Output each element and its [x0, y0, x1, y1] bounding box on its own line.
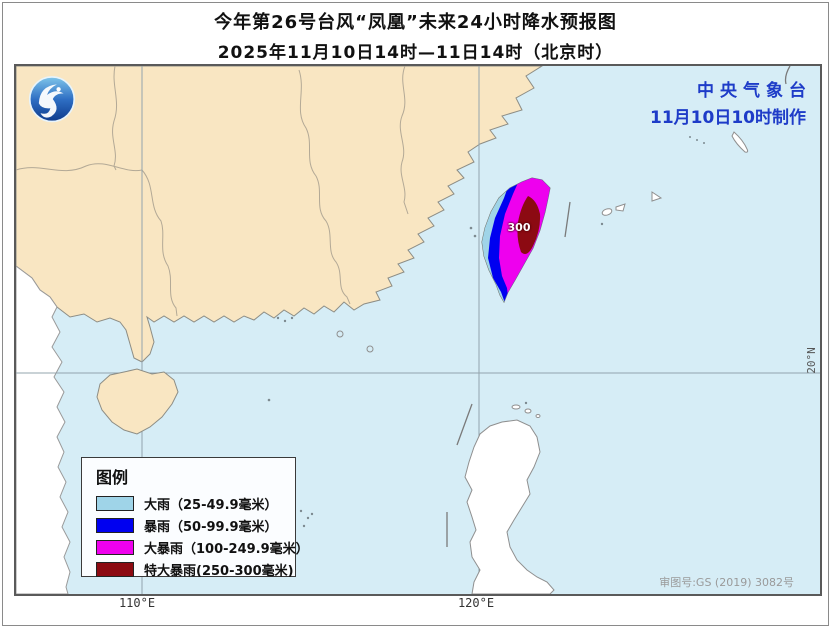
- legend-row-rainstorm: 暴雨（50-99.9毫米）: [96, 514, 295, 536]
- legend-swatch-rainstorm: [96, 517, 134, 533]
- issue-time: 11月10日10时制作: [650, 108, 806, 128]
- legend-swatch-heavy-rain: [96, 495, 134, 511]
- longitude-label-110e: 110°E: [118, 596, 156, 610]
- map-approval-number: 审图号:GS (2019) 3082号: [659, 576, 794, 589]
- boundary-dash-segments: [446, 66, 791, 547]
- peak-rainfall-label: 300: [507, 221, 531, 234]
- legend-row-extreme-rainstorm: 特大暴雨(250-300毫米): [96, 558, 295, 580]
- hainan-island: [96, 368, 179, 435]
- legend-label-extreme-rainstorm: 特大暴雨(250-300毫米): [144, 563, 294, 579]
- legend-row-heavy-rainstorm: 大暴雨（100-249.9毫米）: [96, 536, 309, 558]
- page-title: 今年第26号台风“凤凰”未来24小时降水预报图: [214, 12, 617, 33]
- longitude-label-120e: 120°E: [457, 596, 495, 610]
- latitude-label-20n: 20°N: [804, 347, 818, 374]
- credit-block: 中央气象台 11月10日10时制作: [650, 76, 806, 128]
- legend-label-rainstorm: 暴雨（50-99.9毫米）: [144, 519, 278, 535]
- mainland-china-landmass: [16, 66, 543, 363]
- cma-dragon-logo-icon: [28, 76, 76, 123]
- legend-label-heavy-rainstorm: 大暴雨（100-249.9毫米）: [144, 541, 309, 557]
- province-borders: [16, 66, 409, 317]
- map-canvas: 中央气象台 11月10日10时制作 300 20°N 审图号:GS (2019)…: [14, 64, 822, 596]
- legend-box: 图例 大雨（25-49.9毫米） 暴雨（50-99.9毫米） 大暴雨（100-2…: [81, 457, 309, 580]
- title-block: 今年第26号台风“凤凰”未来24小时降水预报图 2025年11月10日14时—1…: [0, 8, 831, 63]
- legend-swatch-extreme-rainstorm: [96, 561, 134, 577]
- island-specks: [267, 136, 705, 528]
- legend-swatch-heavy-rainstorm: [96, 539, 134, 555]
- legend-row-heavy-rain: 大雨（25-49.9毫米）: [96, 492, 295, 514]
- longitude-axis: 110°E 120°E: [0, 596, 831, 616]
- vietnam-landmass: [16, 265, 71, 594]
- legend-label-heavy-rain: 大雨（25-49.9毫米）: [144, 497, 278, 513]
- agency-name: 中央气象台: [697, 81, 812, 101]
- page-subtitle: 2025年11月10日14时—11日14时（北京时）: [217, 43, 614, 63]
- small-islands: [336, 131, 749, 418]
- luzon-island: [464, 419, 555, 594]
- legend-title: 图例: [96, 468, 129, 487]
